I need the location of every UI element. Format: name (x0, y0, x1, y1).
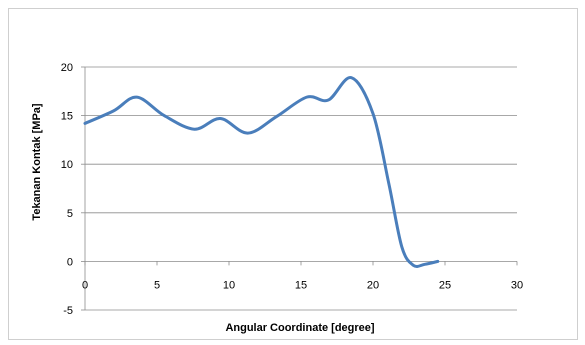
y-tick-label: 20 (61, 62, 73, 74)
tick-labels: -5 0 5 10 15 20 0 5 10 15 20 25 30 (61, 62, 523, 317)
y-tick-label: -5 (63, 305, 73, 317)
series-line (83, 76, 440, 268)
y-tick-label: 5 (67, 208, 73, 220)
grid-lines (85, 66, 517, 311)
series-layer (83, 76, 440, 268)
y-tick-label: 10 (61, 159, 73, 171)
x-tick-label: 0 (82, 279, 88, 291)
y-axis-title: Tekanan Kontak [MPa] (31, 103, 43, 220)
chart-frame (8, 8, 578, 340)
x-tick-label: 25 (439, 279, 451, 291)
x-tick-label: 30 (511, 279, 523, 291)
x-axis-title: Angular Coordinate [degree] (225, 322, 374, 334)
y-tick-label: 15 (61, 111, 73, 123)
x-tick-label: 15 (295, 279, 307, 291)
x-tick-label: 10 (223, 279, 235, 291)
axes (81, 66, 518, 311)
x-tick-label: 5 (154, 279, 160, 291)
x-tick-label: 20 (367, 279, 379, 291)
y-tick-label: 0 (67, 256, 73, 268)
